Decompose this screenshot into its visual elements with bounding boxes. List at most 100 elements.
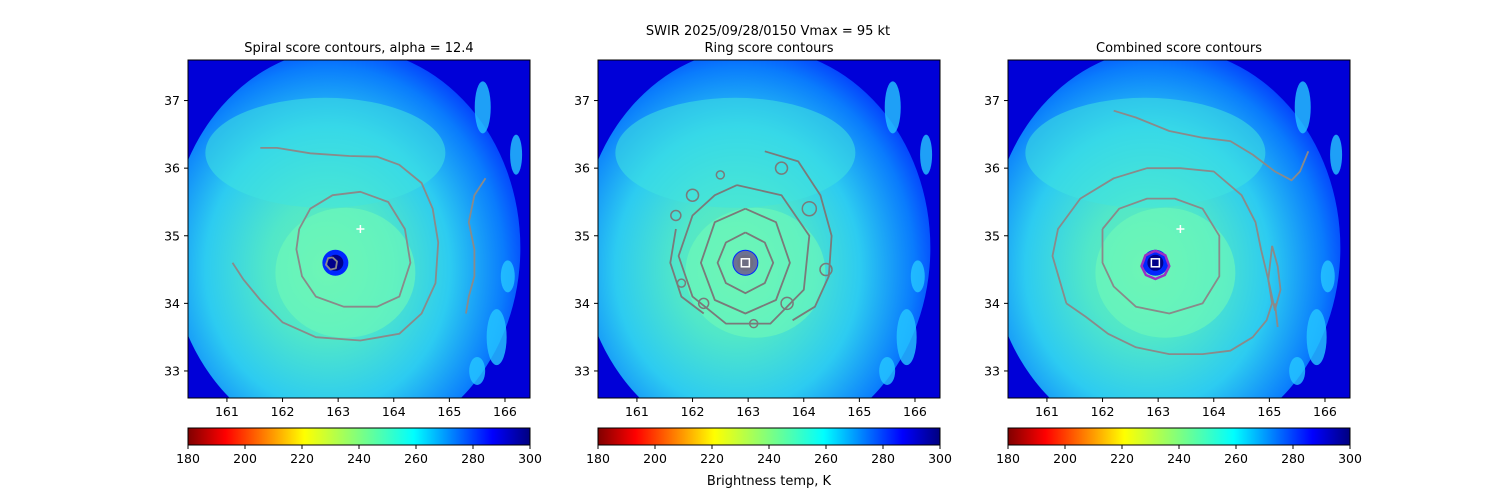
contour-line bbox=[231, 147, 440, 342]
colorbar bbox=[1007, 427, 1351, 446]
colorbar-tick-label: 280 bbox=[461, 451, 485, 466]
x-tick-label: 162 bbox=[681, 404, 705, 419]
panel-title: Combined score contours bbox=[1096, 41, 1262, 56]
contour-line bbox=[465, 177, 487, 314]
colorbar-tick-label: 260 bbox=[404, 451, 428, 466]
x-tick-label: 166 bbox=[493, 404, 517, 419]
y-tick-label: 36 bbox=[984, 161, 1000, 176]
x-tick-label: 164 bbox=[382, 404, 406, 419]
colorbar-tick-label: 180 bbox=[176, 451, 200, 466]
contour-line bbox=[1113, 109, 1310, 182]
panel-title: Ring score contours bbox=[704, 41, 833, 56]
x-tick-label: 162 bbox=[271, 404, 295, 419]
contour-line bbox=[748, 318, 759, 329]
colorbar-tick-label: 280 bbox=[871, 451, 895, 466]
contour-line bbox=[1140, 249, 1171, 281]
x-tick-label: 163 bbox=[1146, 404, 1170, 419]
colorbar bbox=[597, 427, 941, 446]
x-tick-label: 162 bbox=[1091, 404, 1115, 419]
x-tick-label: 163 bbox=[326, 404, 350, 419]
contour-line bbox=[1274, 303, 1279, 328]
colorbar-tick-label: 200 bbox=[643, 451, 667, 466]
contour-line bbox=[801, 200, 818, 217]
y-tick-label: 37 bbox=[574, 93, 590, 108]
colorbar-tick-label: 300 bbox=[928, 451, 952, 466]
y-tick-label: 35 bbox=[164, 228, 180, 243]
y-tick-label: 37 bbox=[984, 93, 1000, 108]
satellite-image bbox=[188, 60, 530, 398]
colorbar bbox=[187, 427, 531, 446]
center-plus-marker bbox=[1176, 225, 1185, 233]
colorbar-tick-label: 200 bbox=[1053, 451, 1077, 466]
y-tick-label: 33 bbox=[164, 363, 180, 378]
x-tick-label: 161 bbox=[215, 404, 239, 419]
colorbar-tick-label: 260 bbox=[1224, 451, 1248, 466]
contour-line bbox=[780, 296, 794, 311]
colorbar-tick-label: 180 bbox=[996, 451, 1020, 466]
x-tick-label: 166 bbox=[1313, 404, 1337, 419]
contour-line bbox=[774, 161, 789, 175]
y-tick-label: 37 bbox=[164, 93, 180, 108]
y-tick-label: 34 bbox=[984, 296, 1000, 311]
contour-line bbox=[676, 278, 687, 288]
contour-line bbox=[697, 297, 710, 310]
center-square-marker bbox=[740, 258, 751, 268]
colorbar-tick-label: 240 bbox=[1167, 451, 1191, 466]
axes-frame bbox=[1007, 59, 1351, 399]
colorbar-tick-label: 280 bbox=[1281, 451, 1305, 466]
axes-frame bbox=[187, 59, 531, 399]
contour-line bbox=[670, 209, 682, 222]
contour-line bbox=[325, 256, 338, 271]
contour-line bbox=[669, 228, 705, 315]
x-tick-label: 161 bbox=[1035, 404, 1059, 419]
x-tick-label: 165 bbox=[1257, 404, 1281, 419]
contour-line bbox=[1051, 167, 1273, 355]
x-tick-label: 165 bbox=[437, 404, 461, 419]
colorbar-label: Brightness temp, K bbox=[707, 474, 832, 489]
colorbar-tick-label: 240 bbox=[757, 451, 781, 466]
contour-line bbox=[1101, 197, 1221, 315]
contour-line bbox=[677, 184, 811, 325]
axes-frame bbox=[597, 59, 941, 399]
contour-line bbox=[819, 262, 833, 277]
y-tick-label: 34 bbox=[574, 296, 590, 311]
x-tick-label: 164 bbox=[1202, 404, 1226, 419]
y-tick-label: 34 bbox=[164, 296, 180, 311]
colorbar-tick-label: 180 bbox=[586, 451, 610, 466]
y-tick-label: 33 bbox=[984, 363, 1000, 378]
panel-title: Spiral score contours, alpha = 12.4 bbox=[244, 41, 473, 56]
y-tick-label: 35 bbox=[984, 228, 1000, 243]
x-tick-label: 164 bbox=[792, 404, 816, 419]
colorbar-tick-label: 240 bbox=[347, 451, 371, 466]
satellite-image bbox=[1008, 60, 1350, 398]
colorbar-tick-label: 220 bbox=[700, 451, 724, 466]
colorbar-tick-label: 220 bbox=[1110, 451, 1134, 466]
x-tick-label: 163 bbox=[736, 404, 760, 419]
colorbar-tick-label: 300 bbox=[518, 451, 542, 466]
contour-line bbox=[716, 231, 775, 295]
y-tick-label: 33 bbox=[574, 363, 590, 378]
panel-1: Spiral score contours, alpha = 12.4 161 16… bbox=[164, 41, 542, 466]
colorbar-tick-label: 220 bbox=[290, 451, 314, 466]
y-tick-label: 36 bbox=[574, 161, 590, 176]
contour-line bbox=[1267, 245, 1282, 311]
y-tick-label: 36 bbox=[164, 161, 180, 176]
contour-line bbox=[700, 207, 791, 315]
x-tick-label: 161 bbox=[625, 404, 649, 419]
colorbar-tick-label: 200 bbox=[233, 451, 257, 466]
figure-suptitle: SWIR 2025/09/28/0150 Vmax = 95 kt bbox=[646, 24, 890, 39]
panel-3: Combined score contours 161 162 163 164 165 16… bbox=[984, 41, 1362, 466]
x-tick-label: 165 bbox=[847, 404, 871, 419]
colorbar-tick-label: 260 bbox=[814, 451, 838, 466]
x-tick-label: 166 bbox=[903, 404, 927, 419]
contour-line bbox=[295, 190, 412, 308]
center-plus-marker bbox=[356, 225, 365, 233]
satellite-image bbox=[598, 60, 940, 398]
contour-line bbox=[764, 150, 833, 322]
panel-2: Ring score contours 161 162 163 164 165 166 33 3… bbox=[574, 41, 952, 466]
contour-line bbox=[715, 170, 726, 180]
colorbar-tick-label: 300 bbox=[1338, 451, 1362, 466]
contour-line bbox=[685, 188, 700, 202]
y-tick-label: 35 bbox=[574, 228, 590, 243]
